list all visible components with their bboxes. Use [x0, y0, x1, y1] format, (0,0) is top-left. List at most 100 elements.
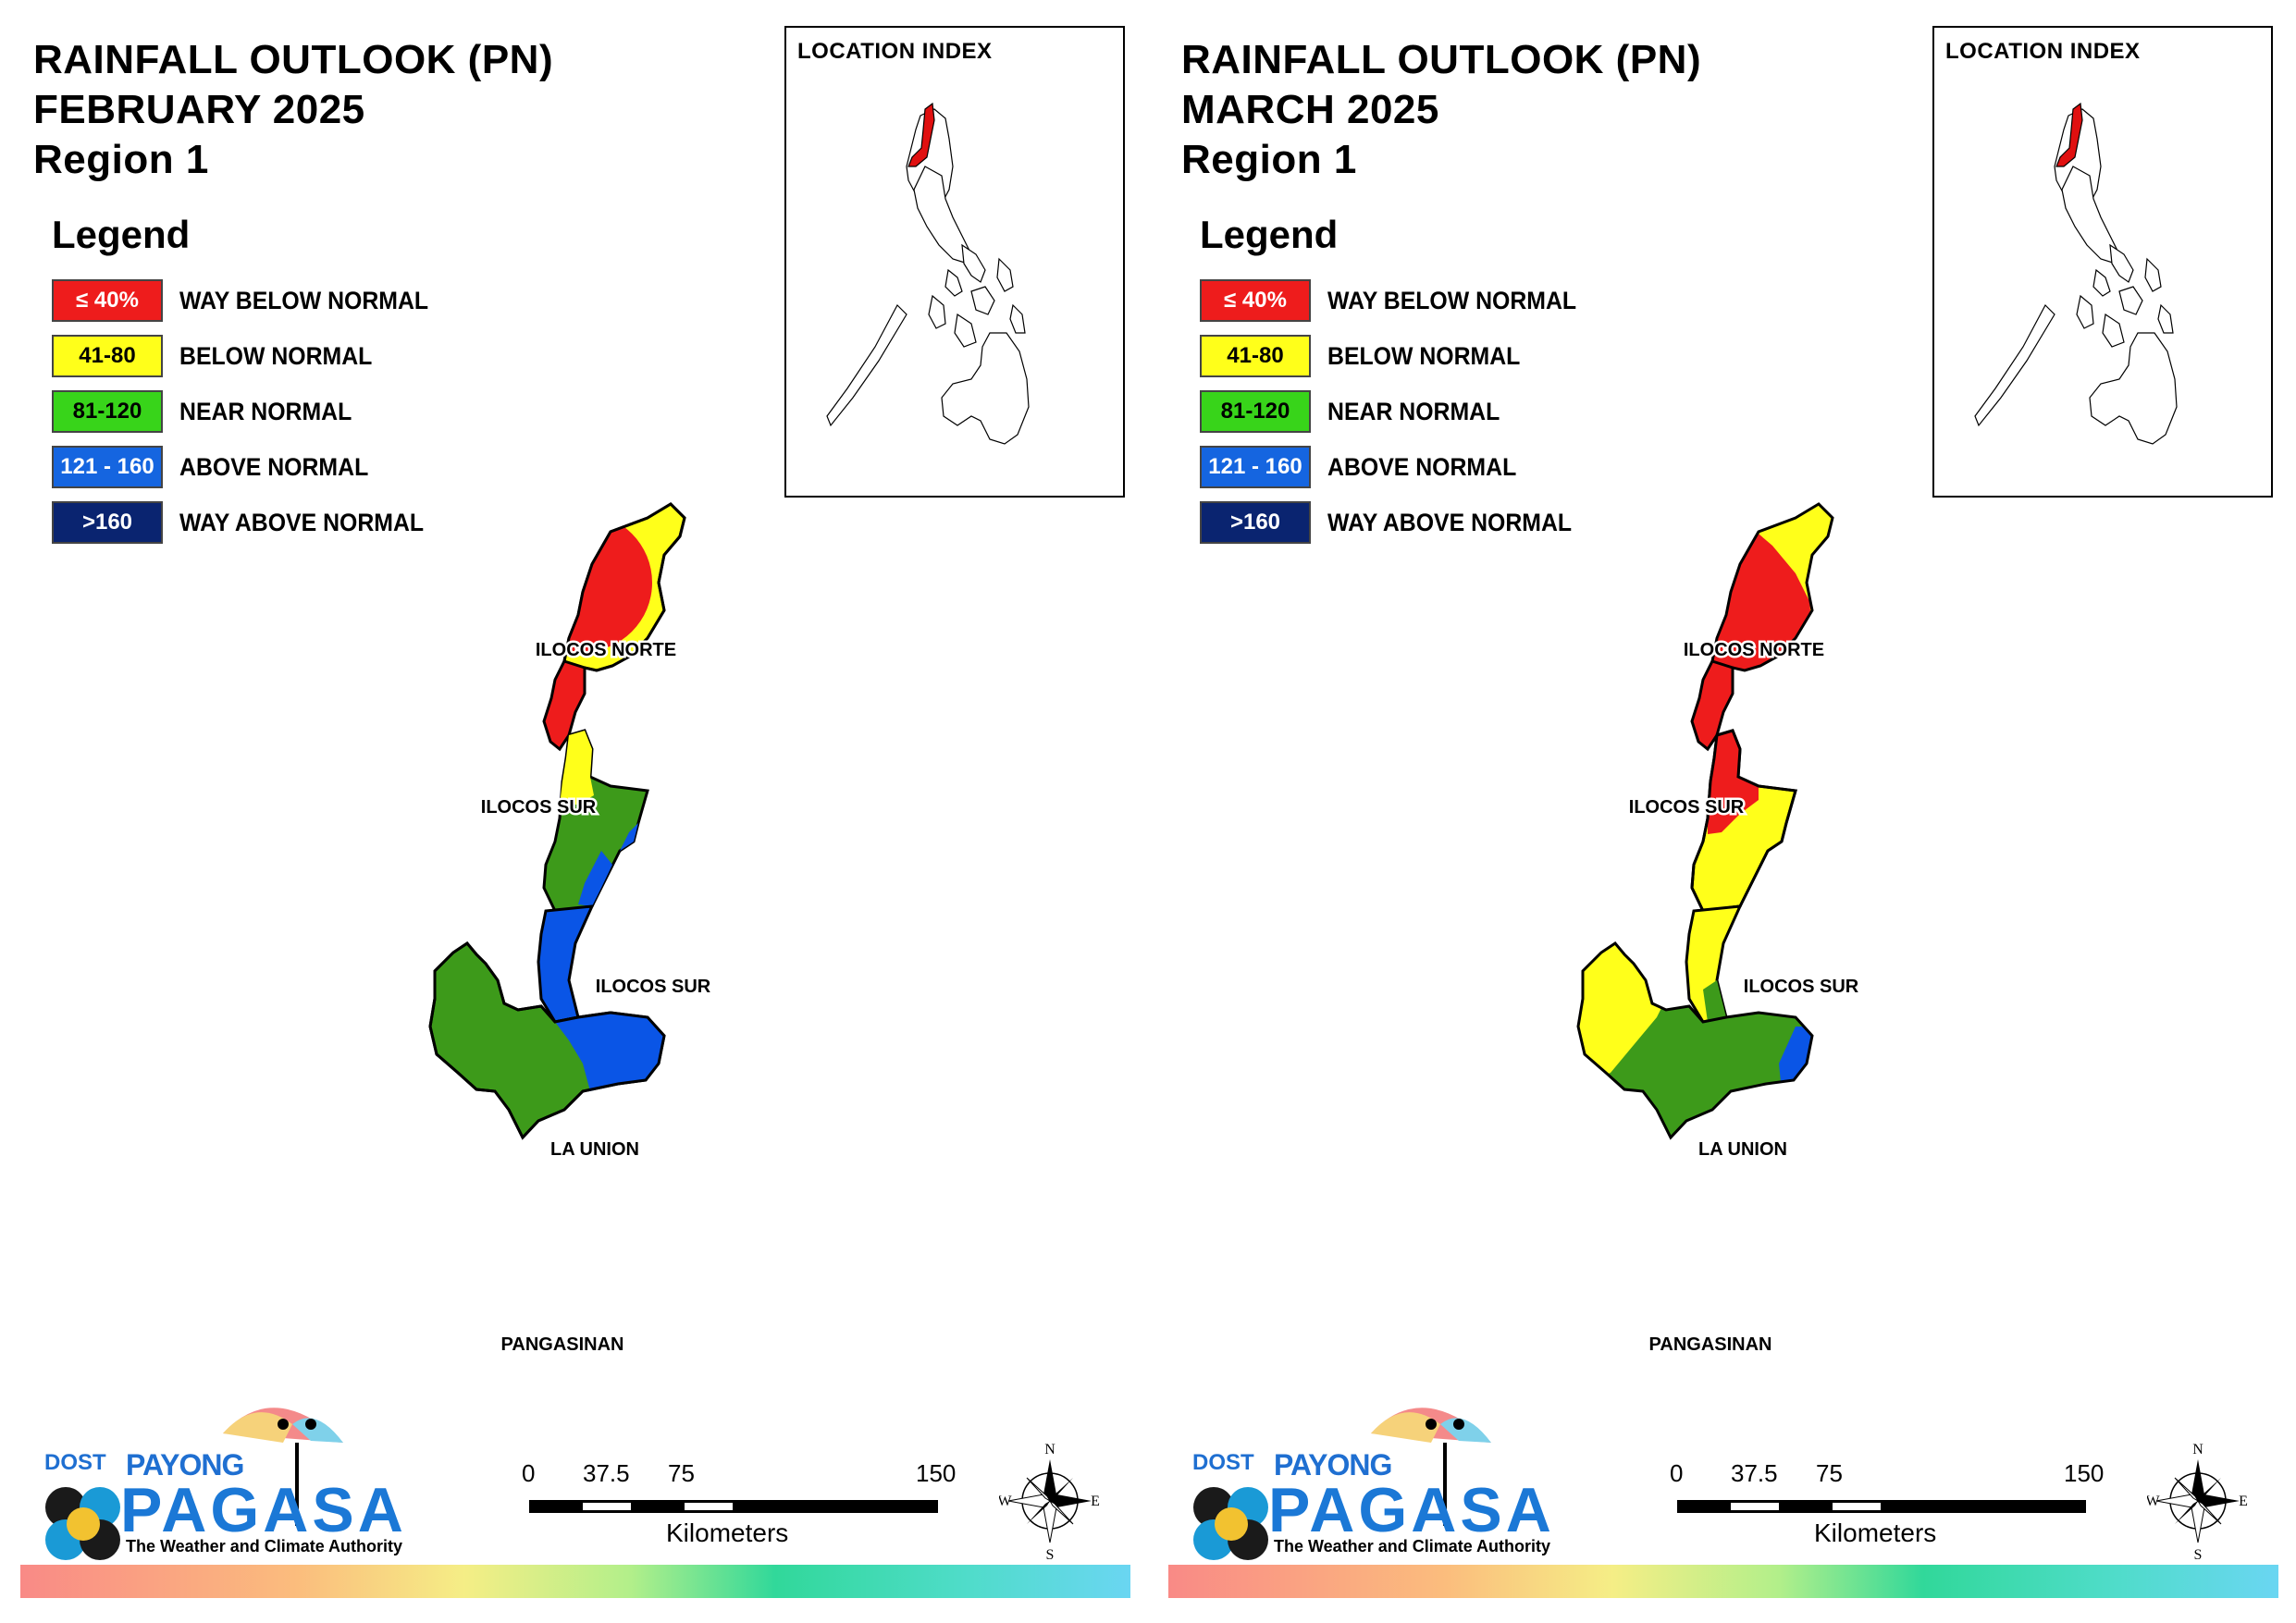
logo-payong: PAYONG: [126, 1448, 244, 1482]
footer-gradient-bar: [1168, 1565, 2278, 1598]
legend-swatch: 121 - 160: [1200, 446, 1311, 488]
umbrella-icon: [45, 1408, 343, 1560]
region-1-highlight: [907, 102, 935, 167]
zone-above-normal: [555, 1013, 664, 1091]
zone-way-below-normal: [564, 513, 652, 652]
scale-tick-37-5: 37.5: [1731, 1459, 1778, 1487]
legend-swatch: >160: [1200, 501, 1311, 544]
zone-above-normal: [1779, 1027, 1812, 1091]
compass-icon: N S E W: [997, 1442, 1100, 1563]
legend-swatch: 41-80: [1200, 335, 1311, 377]
logo-tagline: The Weather and Climate Authority: [1274, 1537, 1551, 1555]
logo-dost: DOST: [44, 1450, 106, 1475]
scale-bar: 0 37.5 75 150 Kilometers: [518, 1459, 957, 1561]
payong-pagasa-logo: DOST PAYONG PAGASA The Weather and Clima…: [33, 1387, 403, 1563]
label-pangasinan: PANGASINAN: [501, 1334, 624, 1355]
outlook-panel-march: RAINFALL OUTLOOK (PN) MARCH 2025 Region …: [1148, 0, 2296, 1623]
legend-swatch: 81-120: [1200, 390, 1311, 433]
philippines-index-map: [826, 102, 1030, 445]
zone-below-normal: [560, 731, 594, 805]
scale-bar: 0 37.5 75 150 Kilometers: [1666, 1459, 2105, 1561]
compass-w: W: [999, 1494, 1012, 1509]
label-pangasinan: PANGASINAN: [1649, 1334, 1772, 1355]
map-title: RAINFALL OUTLOOK (PN) FEBRUARY 2025 Regi…: [33, 35, 553, 185]
scale-tick-37-5: 37.5: [583, 1459, 630, 1487]
compass-rose: N S E W: [2145, 1441, 2249, 1563]
footer-gradient-bar: [20, 1565, 1130, 1598]
location-index: LOCATION INDEX: [1932, 26, 2273, 498]
outlook-panel-february: RAINFALL OUTLOOK (PN) FEBRUARY 2025 Regi…: [20, 26, 1130, 1598]
region-1-map: ILOCOS NORTE ILOCOS SUR ILOCOS SUR LA UN…: [428, 502, 713, 1358]
map-title: RAINFALL OUTLOOK (PN) MARCH 2025 Region …: [1181, 35, 1701, 185]
title-line-3: Region 1: [1181, 137, 1357, 182]
legend-swatch: ≤ 40%: [1200, 279, 1311, 322]
legend-label: NEAR NORMAL: [1327, 398, 1500, 425]
logo-payong: PAYONG: [1274, 1448, 1392, 1482]
title-line-2: FEBRUARY 2025: [33, 87, 365, 132]
label-ilocos-sur-2: ILOCOS SUR: [1744, 977, 1859, 997]
compass-w: W: [2147, 1494, 2160, 1509]
zone-above-normal: [578, 851, 612, 906]
compass-e: E: [1091, 1494, 1100, 1509]
umbrella-icon: [1193, 1408, 1491, 1560]
location-index-title: LOCATION INDEX: [797, 39, 993, 64]
region-1-map: ILOCOS NORTE ILOCOS SUR ILOCOS SUR LA UN…: [1576, 502, 1861, 1358]
legend-label: BELOW NORMAL: [179, 342, 373, 370]
legend-swatch: 121 - 160: [52, 446, 163, 488]
label-la-union: LA UNION: [550, 1139, 639, 1160]
legend-swatch: 41-80: [52, 335, 163, 377]
scale-tick-0: 0: [522, 1459, 536, 1487]
scale-bar-graphic: [1677, 1500, 2086, 1513]
scale-tick-0: 0: [1670, 1459, 1684, 1487]
province-ilocos-sur-north: [1690, 659, 1734, 752]
legend-title: Legend: [52, 213, 191, 256]
scale-bar-graphic: [529, 1500, 938, 1513]
legend-label: ABOVE NORMAL: [1327, 453, 1517, 481]
legend-label: BELOW NORMAL: [1327, 342, 1521, 370]
compass-n: N: [2192, 1442, 2203, 1457]
legend-title: Legend: [1200, 213, 1339, 256]
zone-way-below-normal: [1708, 731, 1759, 834]
legend-label: WAY ABOVE NORMAL: [1327, 509, 1573, 536]
logo-pagasa: PAGASA: [120, 1475, 407, 1545]
location-index: LOCATION INDEX: [784, 26, 1125, 498]
philippines-index-map: [1974, 102, 2178, 445]
logo-tagline: The Weather and Climate Authority: [126, 1537, 403, 1555]
compass-s: S: [2194, 1547, 2203, 1561]
region-1-highlight: [2055, 102, 2083, 167]
label-ilocos-sur-2: ILOCOS SUR: [596, 977, 711, 997]
label-ilocos-norte: ILOCOS NORTE: [536, 640, 676, 660]
title-line-2: MARCH 2025: [1181, 87, 1439, 132]
scale-tick-150: 150: [2064, 1459, 2105, 1487]
legend-label: ABOVE NORMAL: [179, 453, 369, 481]
scale-unit: Kilometers: [666, 1518, 789, 1547]
compass-n: N: [1044, 1442, 1055, 1457]
location-index-title: LOCATION INDEX: [1945, 39, 2141, 64]
compass-icon: N S E W: [2145, 1442, 2248, 1563]
province-la-union: [537, 904, 595, 1024]
title-line-1: RAINFALL OUTLOOK (PN): [33, 37, 554, 82]
label-ilocos-sur: ILOCOS SUR: [1629, 797, 1745, 818]
payong-pagasa-logo: DOST PAYONG PAGASA The Weather and Clima…: [1181, 1387, 1551, 1563]
scale-tick-150: 150: [916, 1459, 957, 1487]
scale-tick-75: 75: [1816, 1459, 1843, 1487]
scale-unit: Kilometers: [1814, 1518, 1937, 1547]
legend-label: WAY ABOVE NORMAL: [179, 509, 425, 536]
legend-swatch: ≤ 40%: [52, 279, 163, 322]
title-line-1: RAINFALL OUTLOOK (PN): [1181, 37, 1702, 82]
title-line-3: Region 1: [33, 137, 209, 182]
label-ilocos-sur: ILOCOS SUR: [481, 797, 597, 818]
label-la-union: LA UNION: [1698, 1139, 1787, 1160]
compass-s: S: [1046, 1547, 1055, 1561]
label-ilocos-norte: ILOCOS NORTE: [1684, 640, 1824, 660]
compass-rose: N S E W: [997, 1441, 1101, 1563]
legend-swatch: 81-120: [52, 390, 163, 433]
legend-label: WAY BELOW NORMAL: [1327, 287, 1577, 314]
logo-pagasa: PAGASA: [1268, 1475, 1555, 1545]
scale-tick-75: 75: [668, 1459, 695, 1487]
legend-swatch: >160: [52, 501, 163, 544]
legend-label: NEAR NORMAL: [179, 398, 352, 425]
legend-label: WAY BELOW NORMAL: [179, 287, 429, 314]
compass-e: E: [2239, 1494, 2248, 1509]
province-ilocos-sur-north: [542, 659, 586, 752]
